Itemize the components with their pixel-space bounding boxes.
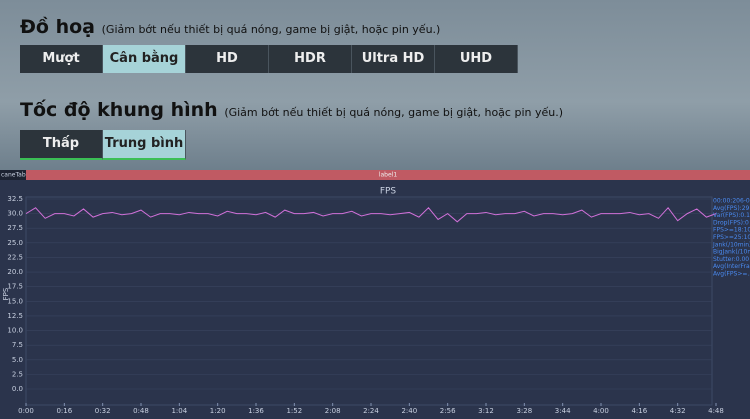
y-tick-label: 17.5 xyxy=(7,283,23,291)
y-tick-label: 27.5 xyxy=(7,224,23,232)
y-tick-label: 30.0 xyxy=(7,210,23,218)
stats-text: Avg(FPS):29.9 xyxy=(713,205,750,212)
y-tick-label: 5.0 xyxy=(12,356,23,364)
x-tick-label: 2:08 xyxy=(325,407,341,415)
x-tick-label: 1:52 xyxy=(286,407,302,415)
x-tick-label: 4:16 xyxy=(631,407,647,415)
option-button[interactable]: Trung bình xyxy=(103,130,186,160)
x-tick-label: 1:36 xyxy=(248,407,264,415)
y-tick-label: 2.5 xyxy=(12,370,23,378)
stats-text: FPS>=25:100 xyxy=(713,234,750,241)
fps-line xyxy=(25,206,717,223)
graphics-hint: (Giảm bớt nếu thiết bị quá nóng, game bị… xyxy=(101,23,441,36)
tab xyxy=(0,170,26,180)
y-tick-label: 25.0 xyxy=(7,239,23,247)
stats-text: Avg(FPS>=...) xyxy=(713,271,750,278)
graphics-heading: Đồ hoạ (Giảm bớt nếu thiết bị quá nóng, … xyxy=(20,16,440,38)
framerate-options: Thấp Trung bình xyxy=(20,130,186,160)
x-tick-label: 0:48 xyxy=(133,407,149,415)
stats-text: Var(FPS):0.1 xyxy=(713,212,750,219)
stats-text: Jank(/10min) xyxy=(712,241,750,248)
stats-text: Stutter:0.00 xyxy=(713,256,749,263)
x-tick-label: 2:24 xyxy=(363,407,379,415)
label-text: label1 xyxy=(379,172,398,179)
option-button[interactable]: HDR xyxy=(269,45,352,73)
x-tick-label: 4:48 xyxy=(708,407,724,415)
option-button[interactable]: UHD xyxy=(435,45,518,73)
x-tick-label: 0:16 xyxy=(56,407,72,415)
framerate-heading: Tốc độ khung hình (Giảm bớt nếu thiết bị… xyxy=(20,99,563,121)
stats-text: 00:00:206-06 xyxy=(713,198,750,205)
option-button[interactable]: Mượt xyxy=(20,45,103,73)
x-tick-label: 3:12 xyxy=(478,407,494,415)
y-tick-label: 0.0 xyxy=(12,385,23,393)
y-tick-label: 12.5 xyxy=(7,312,23,320)
option-button[interactable]: HD xyxy=(186,45,269,73)
stats-text: BigJank(/10min) xyxy=(713,249,750,256)
x-tick-label: 3:44 xyxy=(555,407,571,415)
x-tick-label: 1:20 xyxy=(210,407,226,415)
x-tick-label: 4:32 xyxy=(670,407,686,415)
option-button[interactable]: Cân bằng xyxy=(103,45,186,73)
chart-title: FPS xyxy=(380,187,397,197)
x-tick-label: 2:56 xyxy=(440,407,456,415)
stats-text: Avg(InterFrame) xyxy=(713,263,750,270)
y-tick-label: 10.0 xyxy=(7,327,23,335)
fps-overlay: caneTab label1 FPS FPS 0.0 2.5 5.0 7.5 10.0 1… xyxy=(0,170,750,419)
graphics-options: Mượt Cân bằng HD HDR Ultra HD UHD xyxy=(20,45,518,73)
y-axis-label: FPS xyxy=(2,287,10,300)
option-button[interactable]: Thấp xyxy=(20,130,103,160)
settings-panel: Đồ hoạ (Giảm bớt nếu thiết bị quá nóng, … xyxy=(0,0,750,170)
x-tick-label: 1:04 xyxy=(171,407,187,415)
x-tick-label: 0:32 xyxy=(95,407,111,415)
x-tick-label: 2:40 xyxy=(401,407,417,415)
y-tick-label: 15.0 xyxy=(7,297,23,305)
label-bar xyxy=(26,170,750,180)
graphics-title: Đồ hoạ xyxy=(20,16,95,38)
chart-bg xyxy=(0,170,750,419)
x-tick-label: 4:00 xyxy=(593,407,609,415)
framerate-hint: (Giảm bớt nếu thiết bị quá nóng, game bị… xyxy=(224,106,564,119)
tab-label: caneTab xyxy=(1,172,26,179)
framerate-title: Tốc độ khung hình xyxy=(20,99,218,121)
plot-frame xyxy=(25,196,713,406)
stats-text: FPS>=18:100 xyxy=(713,227,750,234)
stats-text: Drop(FPS):0 xyxy=(713,219,749,226)
y-tick-label: 20.0 xyxy=(7,268,23,276)
y-tick-label: 22.5 xyxy=(7,253,23,261)
y-tick-label: 7.5 xyxy=(12,341,23,349)
x-tick-label: 3:28 xyxy=(516,407,532,415)
option-button[interactable]: Ultra HD xyxy=(352,45,435,73)
y-tick-label: 32.5 xyxy=(7,195,23,203)
x-tick-label: 0:00 xyxy=(18,407,34,415)
